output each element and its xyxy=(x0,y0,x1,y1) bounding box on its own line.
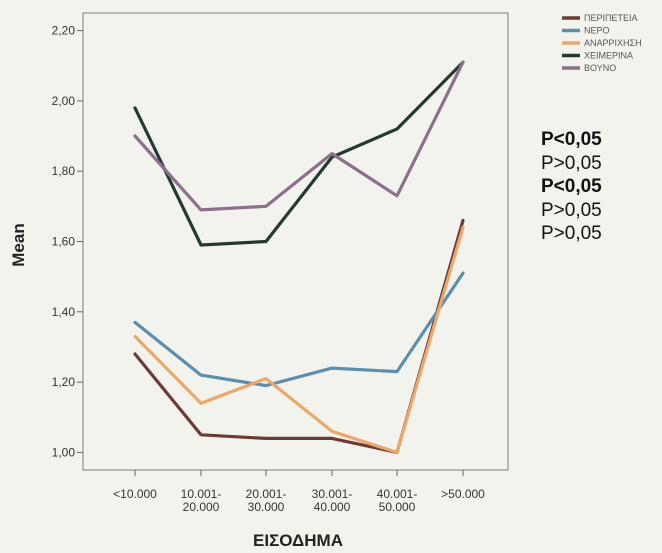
x-tick-label: 20.001- xyxy=(246,487,287,501)
x-axis: <10.000 10.001-20.000 20.001-30.000 30.001-… xyxy=(113,470,485,514)
y-axis-title: Mean xyxy=(9,223,28,266)
p-value-text: P>0,05 xyxy=(541,152,602,174)
x-axis-title: ΕΙΣΟΔΗΜΑ xyxy=(253,531,343,550)
x-tick-label: 20.000 xyxy=(183,500,220,514)
legend-label: ΠΕΡΙΠΕΤΕΙΑ xyxy=(584,13,638,23)
series-line-2 xyxy=(133,271,465,388)
x-tick-label: >50.000 xyxy=(441,487,485,501)
legend: ΠΕΡΙΠΕΤΕΙΑ ΝΕΡΟ ΑΝΑΡΡΙΧΗΣΗ ΧΕΙΜΕΡΙΝΑ ΒΟΥΝΟ xyxy=(562,13,642,73)
x-tick-label: 40.001- xyxy=(377,487,418,501)
series-lines xyxy=(133,60,465,454)
y-tick-label: 2,00 xyxy=(52,94,76,108)
series-line-5 xyxy=(133,60,465,212)
legend-label: ΒΟΥΝΟ xyxy=(584,63,616,73)
x-tick-label: 30.001- xyxy=(312,487,353,501)
y-tick-label: 1,80 xyxy=(52,164,76,178)
x-tick-label: 40.000 xyxy=(314,500,351,514)
legend-label: ΧΕΙΜΕΡΙΝΑ xyxy=(584,51,633,61)
x-tick-label: <10.000 xyxy=(113,487,157,501)
series-line-3 xyxy=(133,225,465,454)
y-tick-label: 2,20 xyxy=(52,24,76,38)
y-tick-label: 1,40 xyxy=(52,305,76,319)
p-value-text: P<0,05 xyxy=(541,176,602,197)
x-tick-label: 30.000 xyxy=(248,500,285,514)
p-value-text: P>0,05 xyxy=(541,223,602,244)
series-line-4 xyxy=(133,60,465,247)
legend-label: ΑΝΑΡΡΙΧΗΣΗ xyxy=(584,38,642,48)
legend-label: ΝΕΡΟ xyxy=(584,26,610,36)
x-tick-label: 50.000 xyxy=(379,500,416,514)
y-tick-label: 1,00 xyxy=(52,445,76,459)
y-tick-label: 1,60 xyxy=(52,235,76,249)
p-value-text: P>0,05 xyxy=(541,199,602,221)
y-axis: 1,00 1,20 1,40 1,60 1,80 2,00 2,20 xyxy=(52,24,83,459)
p-value-text: P<0,05 xyxy=(541,129,602,150)
x-tick-label: 10.001- xyxy=(181,487,222,501)
y-tick-label: 1,20 xyxy=(52,375,76,389)
